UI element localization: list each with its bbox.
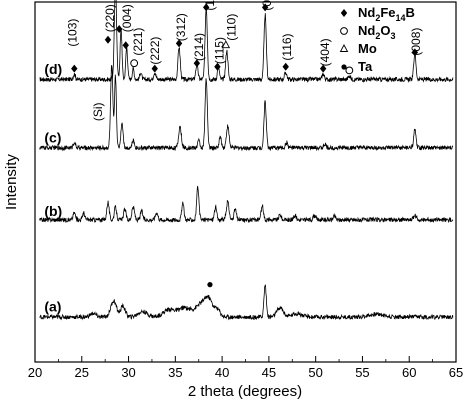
peak-label: (103): [66, 19, 80, 47]
peak-label: (116): [280, 33, 294, 60]
x-axis-label: 2 theta (degrees): [188, 383, 302, 400]
peak-label: (222): [148, 37, 162, 65]
phase-marker-open-circle-4: [130, 59, 139, 68]
x-tick-label: 65: [449, 365, 463, 380]
phase-marker-filled-dot-16: [207, 282, 213, 288]
phase-marker-filled-diamond-9: [214, 62, 221, 71]
legend-symbol-1: [340, 27, 348, 35]
peak-label: (110): [225, 14, 239, 41]
peak-label: (004): [120, 4, 134, 32]
series-label-c: (c): [44, 129, 61, 145]
x-tick-label: 45: [262, 365, 276, 380]
legend-symbol-2: [339, 44, 349, 52]
peak-label: (008): [409, 28, 423, 56]
peak-label: (220): [103, 4, 117, 32]
legend-label-0: Nd2Fe14B: [358, 5, 415, 23]
phase-marker-filled-diamond-0: [71, 64, 78, 73]
phase-marker-filled-diamond-3: [122, 41, 129, 50]
x-tick-label: 20: [28, 365, 42, 380]
x-tick-label: 60: [402, 365, 416, 380]
peak-label: (404): [318, 38, 332, 66]
phase-marker-filled-diamond-1: [104, 35, 112, 44]
x-tick-label: 50: [308, 365, 322, 380]
x-axis: 20 25 30 35 40 45 50 55 60 65: [28, 356, 463, 380]
series-line-b: [39, 185, 454, 224]
legend-label-2: Mo: [358, 41, 377, 56]
phase-marker-filled-diamond-7: [193, 59, 201, 68]
peak-label: (214): [192, 33, 206, 61]
phase-marker-filled-diamond-13: [319, 64, 327, 73]
legend-label-3: Ta: [358, 59, 373, 74]
x-tick-label: 55: [355, 365, 369, 380]
y-axis-label: Intensity: [3, 154, 20, 210]
series-line-a: [39, 284, 454, 321]
phase-marker-filled-diamond-11: [261, 3, 269, 12]
series-layer: [39, 0, 454, 321]
annotation-layer: (103) (220)(004)(221)(222) (312) (214) (105)…: [44, 0, 423, 315]
phase-marker-filled-diamond-15: [411, 48, 419, 57]
series-label-d: (d): [44, 61, 62, 77]
peak-label: (006): [260, 0, 274, 11]
peak-label: (221): [131, 28, 145, 56]
marker-layer: [71, 3, 419, 288]
legend-symbol-3: [341, 64, 347, 70]
phase-marker-open-circle-14: [345, 66, 354, 75]
x-tick-label: 25: [75, 365, 89, 380]
series-label-b: (b): [44, 203, 62, 219]
peak-label: (105): [203, 0, 217, 11]
peak-label: (312): [174, 13, 188, 41]
series-line-c: [39, 65, 454, 152]
x-tick-label: 40: [215, 365, 229, 380]
phase-marker-filled-diamond-8: [203, 3, 210, 12]
phase-marker-filled-diamond-5: [151, 64, 158, 73]
peak-label: (Si): [91, 102, 105, 121]
x-tick-label: 30: [121, 365, 135, 380]
x-tick-label: 35: [168, 365, 182, 380]
legend-label-1: Nd2O3: [358, 23, 396, 41]
phase-marker-filled-diamond-6: [175, 39, 183, 48]
phase-marker-open-triangle-10: [221, 40, 231, 49]
peak-label: (115): [212, 37, 226, 64]
legend-symbol-0: [340, 9, 348, 17]
plot-frame: [34, 1, 457, 363]
phase-marker-filled-diamond-12: [282, 62, 289, 71]
phase-marker-filled-diamond-2: [116, 25, 123, 33]
series-line-d: [39, 0, 454, 84]
series-label-a: (a): [44, 299, 61, 315]
